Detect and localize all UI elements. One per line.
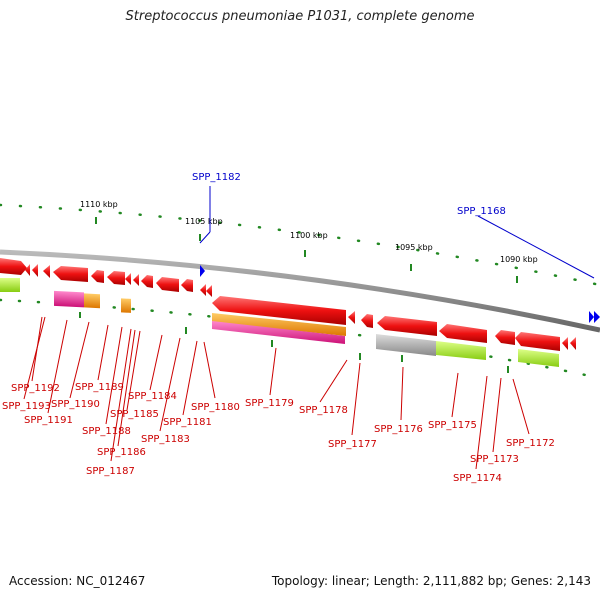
gene-leaders [23, 316, 530, 470]
gene-label[interactable]: SPP_1192 [11, 383, 60, 394]
gene-arrow[interactable] [515, 332, 560, 351]
gene-arrow[interactable] [53, 266, 88, 282]
marker-arrow[interactable] [200, 265, 205, 277]
gene-arrow[interactable] [125, 273, 131, 285]
scale-label: 1110 kbp [80, 200, 118, 209]
gene-label[interactable]: SPP_1189 [75, 382, 124, 393]
gene-arrow[interactable] [91, 270, 104, 283]
gene-arrow[interactable] [348, 311, 355, 324]
gene-label[interactable]: SPP_1184 [128, 391, 177, 402]
scale-label: 1105 kbp [185, 217, 223, 226]
gene-label[interactable]: SPP_1185 [110, 409, 159, 420]
gene-label[interactable]: SPP_1172 [506, 438, 555, 449]
feature-bar[interactable] [436, 341, 486, 360]
gene-label[interactable]: SPP_1191 [24, 415, 73, 426]
callout-label[interactable]: SPP_1168 [457, 206, 506, 217]
gene-label[interactable]: SPP_1181 [163, 417, 212, 428]
gene-arrow[interactable] [377, 316, 437, 336]
gene-arrow[interactable] [32, 264, 38, 277]
chromosome-backbone [0, 249, 600, 333]
feature-bar[interactable] [518, 349, 559, 367]
gene-arrow[interactable] [0, 258, 27, 275]
gene-label[interactable]: SPP_1175 [428, 420, 477, 431]
scale-label: 1100 kbp [290, 231, 328, 240]
topology-text: Topology: linear; Length: 2,111,882 bp; … [271, 574, 591, 588]
gene-label[interactable]: SPP_1188 [82, 426, 131, 437]
gene-arrow[interactable] [133, 274, 139, 286]
gene-arrow[interactable] [156, 277, 179, 292]
marker-arrow[interactable] [594, 311, 600, 323]
gene-label[interactable]: SPP_1183 [141, 434, 190, 445]
feature-bar[interactable] [0, 278, 20, 292]
callout-leader [199, 231, 211, 244]
feature-bar[interactable] [212, 321, 345, 344]
gene-label[interactable]: SPP_1186 [97, 447, 146, 458]
gene-arrow[interactable] [206, 285, 212, 297]
callout-leader [477, 215, 595, 279]
scale-label: 1095 kbp [395, 243, 433, 252]
feature-bar[interactable] [376, 334, 436, 356]
gene-track [0, 258, 576, 351]
page-title: Streptococcus pneumoniae P1031, complete… [125, 9, 475, 24]
gene-arrow[interactable] [43, 265, 50, 278]
scale-label: 1090 kbp [500, 255, 538, 264]
gene-arrow[interactable] [562, 337, 568, 350]
gene-label[interactable]: SPP_1176 [374, 424, 423, 435]
gene-label[interactable]: SPP_1190 [51, 399, 100, 410]
gene-label[interactable]: SPP_1178 [299, 405, 348, 416]
gene-arrow[interactable] [25, 264, 30, 276]
gene-arrow[interactable] [570, 337, 576, 350]
feature-bar[interactable] [212, 313, 346, 336]
gene-label[interactable]: SPP_1174 [453, 473, 502, 484]
gene-label[interactable]: SPP_1177 [328, 439, 377, 450]
feature-bar[interactable] [84, 293, 100, 309]
gene-label[interactable]: SPP_1187 [86, 466, 135, 477]
scale-ruler: 1110 kbp 1105 kbp 1100 kbp 1095 kbp 1090… [0, 200, 600, 287]
marker-arrow[interactable] [589, 311, 594, 323]
gene-labels: SPP_1192 SPP_1193 SPP_1191 SPP_1190 SPP_… [2, 382, 555, 484]
gene-arrow[interactable] [107, 271, 125, 285]
gene-arrow[interactable] [181, 279, 193, 292]
gene-arrow[interactable] [200, 284, 206, 296]
gene-arrow[interactable] [141, 275, 153, 288]
gene-label[interactable]: SPP_1179 [245, 398, 294, 409]
gene-label[interactable]: SPP_1173 [470, 454, 519, 465]
feature-bar[interactable] [54, 290, 84, 308]
gene-arrow[interactable] [361, 314, 373, 328]
accession-text: Accession: NC_012467 [9, 574, 146, 588]
gene-arrow[interactable] [495, 330, 515, 345]
lower-ruler-ticks [79, 312, 509, 373]
gene-arrow[interactable] [439, 324, 487, 343]
feature-track [0, 278, 559, 367]
gene-label[interactable]: SPP_1193 [2, 401, 51, 412]
feature-bar[interactable] [121, 298, 131, 313]
callout-label[interactable]: SPP_1182 [192, 172, 241, 183]
gene-arrow[interactable] [212, 296, 346, 325]
gene-label[interactable]: SPP_1180 [191, 402, 240, 413]
